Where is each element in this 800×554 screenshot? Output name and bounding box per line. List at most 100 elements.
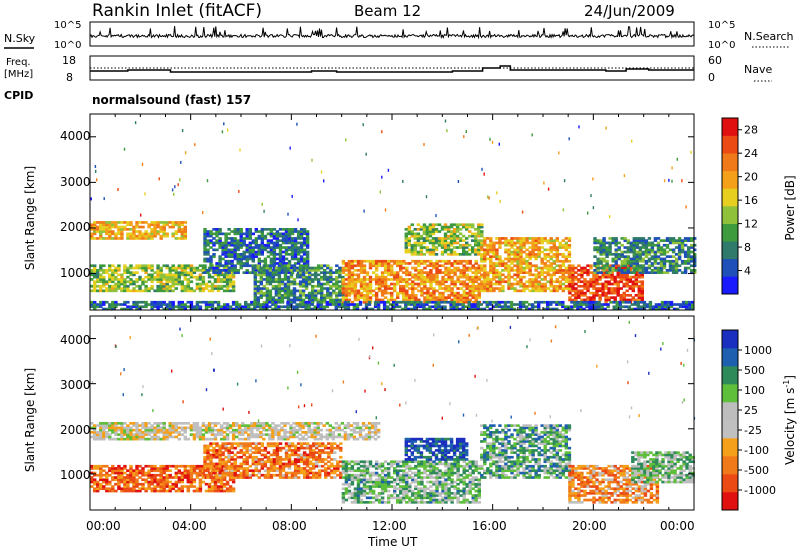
power-cell — [417, 282, 421, 286]
power-cell — [422, 307, 426, 311]
power-cell — [307, 278, 312, 281]
power-cell — [595, 287, 599, 290]
power-cell — [604, 291, 608, 295]
power-cell — [289, 275, 294, 279]
power-cell — [123, 221, 127, 224]
power-cell — [613, 298, 617, 302]
power-cell — [114, 266, 118, 270]
power-cell — [440, 241, 445, 245]
power-cell — [549, 282, 553, 286]
power-cell — [468, 294, 472, 297]
power-cell — [534, 284, 538, 288]
power-cell — [497, 305, 502, 309]
power-cell — [183, 289, 188, 293]
power-cell — [380, 278, 385, 281]
power-cell — [272, 228, 277, 231]
power-cell — [500, 305, 505, 309]
power-cell — [90, 305, 94, 309]
power-cell — [272, 250, 277, 254]
power-cell — [195, 275, 200, 279]
power-cell — [503, 307, 508, 311]
power-cell — [96, 269, 100, 272]
power-cell — [668, 237, 673, 240]
power-cell — [453, 269, 457, 272]
power-cell — [462, 250, 466, 254]
power-cell — [245, 257, 249, 261]
power-cell — [350, 280, 355, 284]
power-cell — [129, 228, 133, 231]
power-cell — [504, 250, 508, 254]
velocity-cell — [225, 428, 230, 432]
power-cell — [141, 278, 145, 281]
power-cell — [320, 289, 324, 293]
velocity-cell — [289, 426, 293, 430]
velocity-cell — [105, 433, 109, 436]
power-cell — [591, 300, 595, 304]
power-cell — [224, 246, 228, 249]
power-cell — [498, 239, 502, 242]
power-cell — [561, 305, 565, 309]
power-cell — [323, 278, 327, 281]
power-cell — [129, 223, 133, 227]
velocity-cell — [370, 426, 375, 430]
power-cell — [221, 241, 225, 245]
power-cell — [534, 266, 538, 270]
power-cell — [443, 237, 448, 240]
velocity-cell — [174, 435, 179, 439]
velocity-cell — [102, 435, 106, 439]
power-cell — [534, 278, 538, 281]
power-cell — [262, 284, 267, 288]
power-cell — [683, 259, 688, 263]
power-cell — [567, 255, 572, 258]
velocity-cell — [162, 428, 166, 432]
power-cell — [93, 289, 97, 293]
power-cell — [504, 241, 508, 245]
power-cell — [114, 269, 118, 272]
power-cell — [437, 241, 442, 245]
power-cell — [602, 257, 606, 261]
velocity-cell — [219, 433, 224, 436]
power-cell — [286, 278, 291, 281]
power-cell — [596, 269, 600, 272]
power-cell — [177, 303, 182, 306]
power-cell — [468, 253, 472, 256]
power-cell — [195, 303, 200, 306]
power-cell — [183, 232, 188, 236]
power-cell — [390, 271, 394, 274]
power-cell — [305, 230, 310, 233]
power-cell — [441, 298, 445, 302]
power-cell — [225, 278, 230, 281]
power-cell — [304, 271, 309, 274]
velocity-cell — [213, 422, 218, 425]
power-cell — [302, 262, 307, 265]
power-cell — [368, 298, 373, 302]
power-cell — [159, 230, 163, 233]
velocity-heatmap — [90, 320, 696, 504]
velocity-cell — [108, 482, 112, 486]
power-cell — [601, 271, 605, 274]
power-cell — [399, 259, 403, 263]
power-cell — [227, 262, 231, 265]
power-cell — [663, 303, 668, 306]
power-cell — [632, 259, 637, 263]
power-cell — [665, 239, 670, 242]
power-cell — [320, 266, 324, 270]
power-cell — [474, 271, 478, 274]
power-cell — [633, 303, 638, 306]
power-cell — [612, 305, 616, 309]
power-cell — [111, 225, 115, 229]
power-cell — [610, 282, 614, 286]
power-cell — [607, 273, 611, 277]
power-speck — [239, 148, 241, 152]
power-cell — [135, 237, 139, 240]
power-cell — [465, 282, 469, 286]
power-cell — [632, 248, 637, 252]
power-speck — [381, 130, 383, 134]
power-cell — [504, 243, 508, 247]
power-cell — [304, 307, 308, 311]
power-cell — [302, 230, 307, 233]
power-cell — [608, 250, 612, 254]
power-cell — [356, 278, 361, 281]
power-cell — [305, 237, 310, 240]
power-cell — [353, 291, 358, 295]
